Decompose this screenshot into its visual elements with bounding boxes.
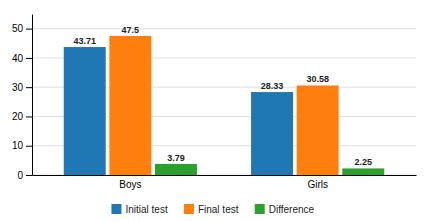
data-label: 2.25	[355, 157, 373, 167]
y-tick: 30	[12, 82, 32, 93]
y-tick-label: 0	[17, 170, 23, 181]
bar	[297, 85, 339, 175]
bar	[155, 164, 197, 175]
data-label: 30.58	[306, 74, 329, 84]
x-axis-line	[33, 175, 417, 176]
y-tick: 50	[12, 23, 32, 34]
legend-item: Initial test	[111, 204, 167, 215]
y-tick-mark	[26, 146, 32, 147]
data-label: 47.5	[122, 25, 140, 35]
y-tick: 20	[12, 111, 32, 122]
data-label: 43.71	[73, 36, 96, 46]
data-label: 28.33	[261, 81, 284, 91]
y-tick-label: 20	[12, 111, 24, 122]
y-tick: 0	[17, 170, 32, 181]
x-tick-label: Girls	[307, 179, 328, 190]
bar	[342, 168, 384, 175]
data-label: 3.79	[167, 153, 185, 163]
chart: 43.71 28.33 47.5 30.58 3.79 2.25 0 10 20 30 40 50 Bo…	[0, 0, 426, 221]
legend-item: Difference	[255, 204, 315, 215]
y-tick-mark	[26, 175, 32, 176]
legend-swatch	[111, 204, 121, 214]
y-tick-label: 50	[12, 23, 24, 34]
bar	[251, 92, 293, 175]
data-labels: 43.71 28.33 47.5 30.58 3.79 2.25	[73, 25, 372, 167]
y-axis: 0 10 20 30 40 50	[12, 15, 33, 181]
x-tick-label: Boys	[119, 179, 141, 190]
bar	[109, 36, 151, 175]
legend-swatch	[184, 204, 194, 214]
y-tick-label: 10	[12, 140, 24, 151]
y-tick: 40	[12, 53, 32, 64]
legend-label: Difference	[269, 204, 315, 215]
y-tick-mark	[26, 29, 32, 30]
x-tick: Girls	[307, 179, 328, 190]
legend: Initial test Final test Difference	[111, 204, 314, 215]
y-tick-mark	[26, 116, 32, 117]
y-tick-label: 30	[12, 82, 24, 93]
legend-swatch	[255, 204, 265, 214]
grid-line	[32, 28, 416, 29]
legend-item: Final test	[184, 204, 239, 215]
bars	[64, 36, 385, 175]
x-tick: Boys	[119, 179, 141, 190]
y-tick-label: 40	[12, 53, 24, 64]
legend-label: Initial test	[125, 204, 167, 215]
y-tick-mark	[26, 58, 32, 59]
bar	[64, 47, 106, 175]
legend-label: Final test	[198, 204, 239, 215]
y-tick-mark	[26, 87, 32, 88]
x-axis: Boys Girls	[33, 176, 417, 191]
y-tick: 10	[12, 140, 32, 151]
grid	[32, 29, 416, 175]
y-axis-line	[32, 15, 33, 176]
plot: 43.71 28.33 47.5 30.58 3.79 2.25 0 10 20 30 40 50 Bo…	[12, 15, 417, 191]
